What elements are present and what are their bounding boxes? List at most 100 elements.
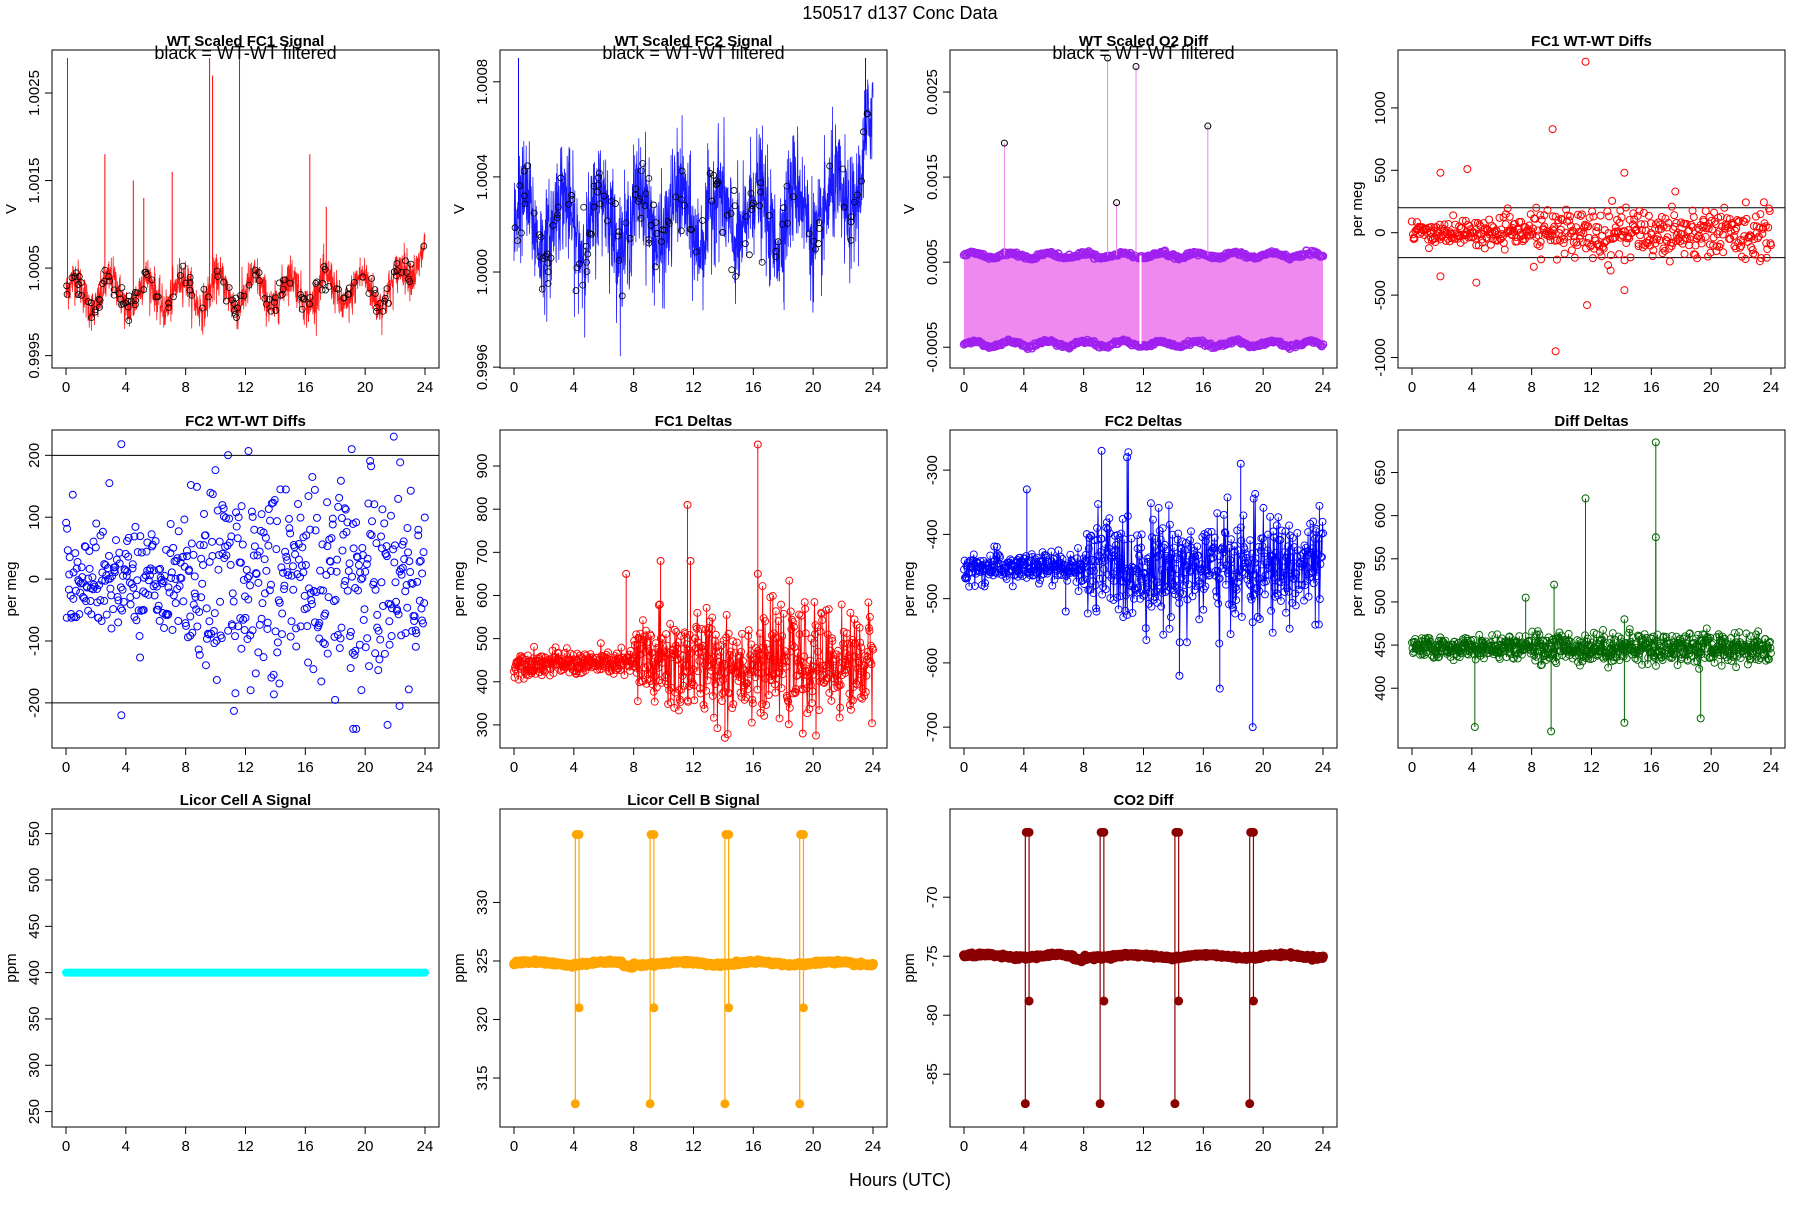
diff-point <box>289 563 296 570</box>
cal-mid-point <box>575 1003 584 1012</box>
diff-point <box>1668 203 1675 210</box>
diff-point <box>259 600 266 607</box>
x-tick-label: 20 <box>357 1138 374 1155</box>
diff-point <box>193 483 200 490</box>
diff-point <box>78 564 85 571</box>
x-tick-label: 20 <box>357 379 374 396</box>
diff-point <box>387 512 394 519</box>
diff-point <box>1501 246 1508 253</box>
diff-point <box>304 623 311 630</box>
diff-point <box>209 538 216 545</box>
diff-point <box>117 584 124 591</box>
diff-point <box>190 551 197 558</box>
diff-point <box>405 549 412 556</box>
filtered-point <box>742 241 748 247</box>
x-tick-label: 4 <box>122 1138 130 1155</box>
plot-frame <box>1398 50 1785 368</box>
diff-point <box>1445 221 1452 228</box>
diff-point <box>407 487 414 494</box>
diff-point <box>297 514 304 521</box>
y-tick-label: 800 <box>474 497 491 522</box>
diff-point <box>241 627 248 634</box>
diff-point <box>1568 247 1575 254</box>
diff-point <box>278 631 285 638</box>
diff-point <box>209 552 216 559</box>
diff-point <box>232 633 239 640</box>
diff-point <box>217 598 224 605</box>
outlier-point <box>118 441 125 448</box>
diff-point <box>134 577 141 584</box>
plot-area <box>1398 58 1785 355</box>
diff-point <box>230 707 237 714</box>
diff-point <box>115 619 122 626</box>
plot-area <box>961 447 1327 730</box>
y-tick-label: -100 <box>26 626 43 656</box>
y-axis-label: per meg <box>3 561 20 616</box>
plot-area <box>511 441 877 741</box>
y-tick-label: 400 <box>1372 676 1389 701</box>
diff-point <box>334 556 341 563</box>
diff-point <box>378 533 385 540</box>
filtered-point <box>323 287 329 293</box>
y-tick-label: 0.9995 <box>26 333 43 379</box>
diff-point <box>293 643 300 650</box>
x-tick-label: 16 <box>1643 379 1660 396</box>
diff-point <box>337 477 344 484</box>
diff-point <box>148 531 155 538</box>
diff-point <box>378 579 385 586</box>
filtered-point <box>638 168 644 174</box>
diff-point <box>228 533 235 540</box>
x-tick-label: 8 <box>1079 759 1087 776</box>
diff-point <box>169 626 176 633</box>
y-tick-label: 600 <box>1372 503 1389 528</box>
cal-low-point <box>571 1099 580 1108</box>
diff-point <box>107 585 114 592</box>
x-tick-label: 8 <box>629 379 637 396</box>
diff-point <box>119 607 126 614</box>
diff-point <box>318 678 325 685</box>
diff-point <box>137 654 144 661</box>
outlier-point <box>1549 126 1556 133</box>
diff-point <box>233 523 240 530</box>
diff-point <box>69 491 76 498</box>
y-tick-label: 1000 <box>1372 91 1389 124</box>
diff-point <box>247 687 254 694</box>
diff-point <box>242 614 249 621</box>
outlier-point <box>245 447 252 454</box>
diff-band <box>964 255 1323 343</box>
y-tick-label: 400 <box>474 669 491 694</box>
diff-point <box>404 604 411 611</box>
x-tick-label: 8 <box>1527 379 1535 396</box>
diff-point <box>339 547 346 554</box>
y-tick-label: 450 <box>26 914 43 939</box>
diff-point <box>362 644 369 651</box>
diff-point <box>138 549 145 556</box>
diff-point <box>212 467 219 474</box>
diff-point <box>110 606 117 613</box>
y-tick-label: 1.0025 <box>26 70 43 116</box>
x-tick-label: 4 <box>1468 759 1476 776</box>
diff-point <box>229 590 236 597</box>
level-point <box>869 959 878 968</box>
diff-point <box>232 690 239 697</box>
diff-point <box>335 503 342 510</box>
plot-frame <box>500 430 887 748</box>
diff-point <box>287 633 294 640</box>
filtered-point <box>119 285 125 291</box>
diff-point <box>375 667 382 674</box>
x-tick-label: 8 <box>1079 379 1087 396</box>
diff-point <box>270 691 277 698</box>
diff-point <box>369 518 376 525</box>
x-tick-label: 16 <box>745 379 762 396</box>
diff-point <box>360 616 367 623</box>
diff-point <box>273 546 280 553</box>
filtered-point <box>759 259 765 265</box>
x-tick-label: 0 <box>1408 379 1416 396</box>
y-axis-label: per meg <box>1349 561 1366 616</box>
cal-high-point <box>649 830 658 839</box>
x-tick-label: 12 <box>685 759 702 776</box>
y-tick-label: 200 <box>26 443 43 468</box>
diff-point <box>412 643 419 650</box>
